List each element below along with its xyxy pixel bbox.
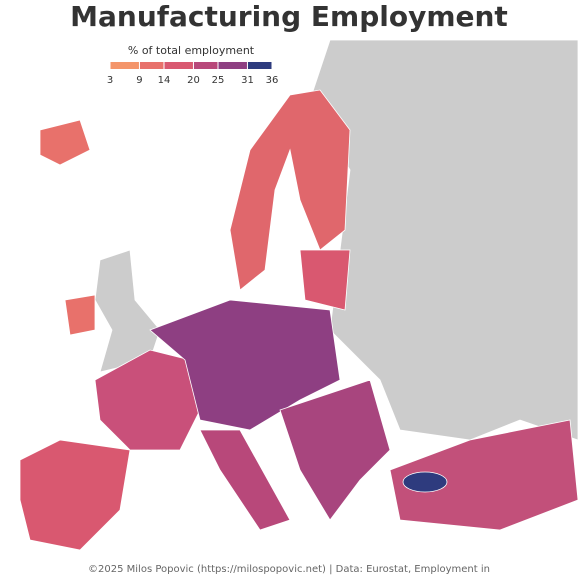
basemap <box>19 39 578 551</box>
legend-swatch <box>139 62 164 69</box>
legend-tick-label: 14 <box>158 75 171 86</box>
legend-swatch <box>164 62 194 69</box>
legend-tick-label: 25 <box>212 75 225 86</box>
legend-swatch <box>193 62 218 69</box>
caption: ©2025 Milos Popovic (https://milospopovi… <box>88 564 490 575</box>
legend-tick-label: 9 <box>136 75 142 86</box>
map-title: Manufacturing Employment <box>70 0 508 33</box>
region <box>299 249 351 311</box>
region <box>389 419 578 531</box>
legend-tick-label: 20 <box>187 75 200 86</box>
legend-tick-label: 36 <box>266 75 279 86</box>
region <box>149 299 341 431</box>
legend-tick-label: 3 <box>107 75 113 86</box>
legend: % of total employment 3 9 14 20 25 31 36 <box>107 44 279 86</box>
region <box>199 429 291 531</box>
legend-tick-label: 31 <box>241 75 254 86</box>
region <box>279 379 391 521</box>
legend-swatch <box>110 62 140 69</box>
region <box>19 439 131 551</box>
non-covered-land <box>309 39 578 441</box>
region <box>94 349 201 451</box>
legend-swatch <box>247 62 272 69</box>
legend-swatch <box>218 62 248 69</box>
region <box>64 294 96 336</box>
legend-title: % of total employment <box>128 44 255 57</box>
region <box>402 471 448 493</box>
region <box>39 119 91 166</box>
